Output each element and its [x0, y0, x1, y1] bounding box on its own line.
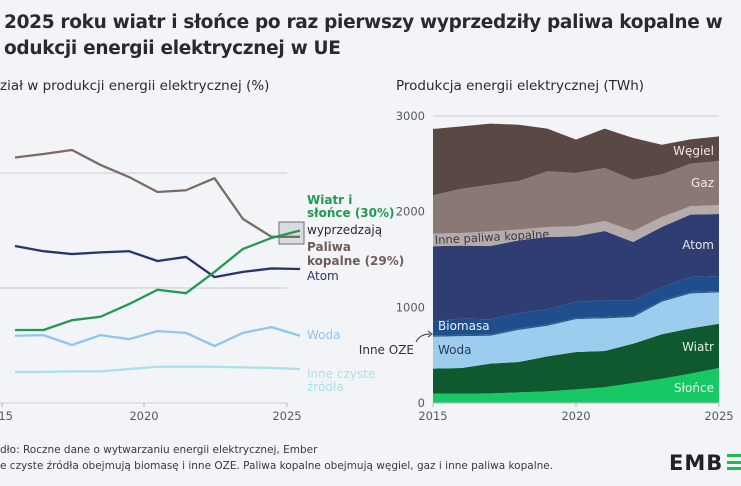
area-label: Wiatr	[682, 340, 714, 354]
y-tick-label: 3000	[396, 109, 425, 123]
area-inne-paliwa-kopalne	[433, 204, 719, 247]
x-tick-label: 015	[0, 409, 13, 423]
area-wiatr	[433, 323, 719, 394]
x-tick-label: 2025	[272, 409, 301, 423]
x-tick-label: 2015	[418, 409, 447, 423]
left-chart-title: ział w produkcji energii elektrycznej (%…	[0, 78, 270, 94]
chart-title: 2025 roku wiatr i słońce po raz pierwszy…	[4, 10, 723, 62]
series-label: źródła	[307, 380, 344, 394]
area-woda	[433, 292, 719, 369]
area-label: Biomasa	[438, 319, 490, 333]
area-label: Woda	[438, 343, 471, 357]
y-tick-label: 0	[418, 396, 425, 410]
area-label: Słońce	[674, 381, 714, 395]
area-gaz	[433, 160, 719, 234]
x-tick-label: 2020	[129, 409, 158, 423]
y-tick-label: 1000	[396, 300, 425, 314]
title-line-2: odukcji energii elektrycznej w UE	[4, 38, 341, 59]
area-label: Inne paliwa kopalne	[434, 227, 549, 247]
series-label: Atom	[307, 269, 339, 283]
series-label: Inne czyste	[307, 367, 375, 381]
y-tick-label: 2000	[396, 205, 425, 219]
x-tick-label: 2020	[561, 409, 590, 423]
area-słońce	[433, 367, 719, 403]
ember-logo: EMB	[669, 451, 724, 475]
inne-oze-arrow-icon	[415, 333, 431, 343]
footer-note: e czyste źródła obejmują biomasę i inne …	[0, 460, 554, 472]
area-label: Węgiel	[673, 144, 714, 158]
area-węgiel	[433, 123, 719, 196]
line-series-2	[14, 244, 301, 279]
area-label: Inne OZE	[359, 343, 414, 357]
series-label: Paliwa	[307, 240, 351, 254]
title-line-1: 2025 roku wiatr i słońce po raz pierwszy…	[4, 12, 723, 33]
area-biomasa	[433, 275, 719, 336]
line-series-1	[15, 229, 301, 332]
ember-logo-bars	[727, 454, 741, 470]
series-label: słońce (30%)	[307, 206, 395, 220]
series-label: kopalne (29%)	[307, 254, 404, 268]
area-label: Atom	[682, 238, 714, 252]
series-label: Woda	[307, 328, 340, 342]
right-chart-title: Produkcja energii elektrycznej (TWh)	[396, 78, 645, 94]
line-series-3	[14, 325, 301, 348]
area-label: Gaz	[691, 176, 714, 190]
crossover-annotation: wyprzedzają	[307, 223, 382, 237]
line-series-0	[14, 148, 300, 238]
arrowhead-icon	[427, 330, 433, 338]
line-series-4	[15, 365, 301, 374]
footer-source: dło: Roczne dane o wytwarzaniu energii e…	[0, 444, 318, 456]
area-atom	[433, 213, 719, 322]
series-label: Wiatr i	[307, 193, 352, 207]
x-tick-label: 2025	[704, 409, 733, 423]
